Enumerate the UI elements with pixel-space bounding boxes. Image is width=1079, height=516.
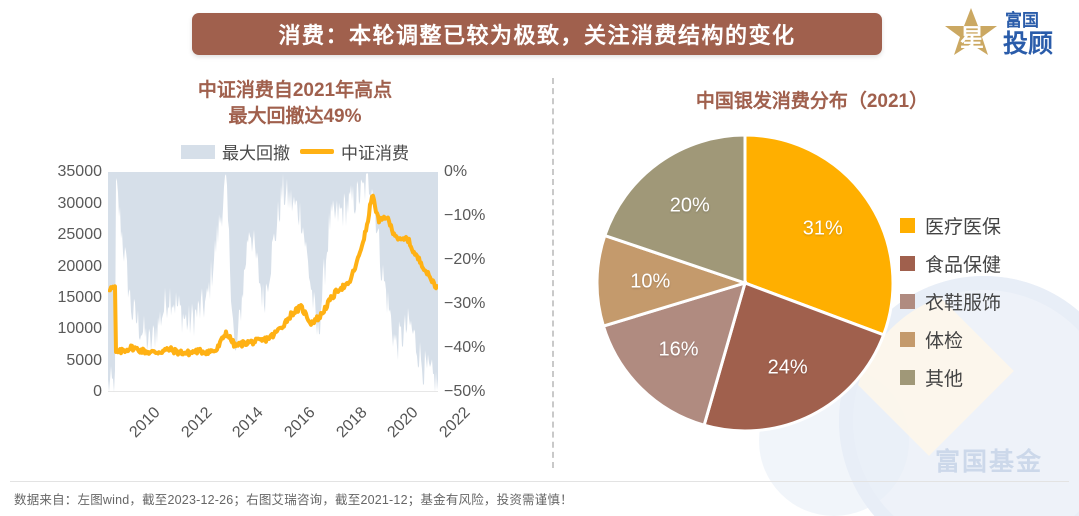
pie-legend-item[interactable]: 衣鞋服饰 xyxy=(900,288,1001,315)
y-right-tick: −20% xyxy=(444,251,486,269)
pie-legend-swatch xyxy=(900,370,915,385)
svg-text:星: 星 xyxy=(960,25,984,52)
left-chart-panel: 中证消费自2021年高点 最大回撤达49% 最大回撤 中证消费 35000 300… xyxy=(0,70,540,490)
svg-text:富国: 富国 xyxy=(1005,10,1039,30)
left-chart-legend: 最大回撤 中证消费 xyxy=(0,139,540,164)
pie-chart-svg xyxy=(595,133,895,433)
pie-legend-label: 衣鞋服饰 xyxy=(925,293,1002,314)
y-axis-right: 0% −10% −20% −30% −40% −50% xyxy=(444,163,514,400)
x-axis-tick: 2010 xyxy=(126,404,164,442)
x-axis-ticks: 2010 2012 2014 2016 2018 2020 2022 xyxy=(108,396,473,466)
index-line xyxy=(106,194,440,358)
pie-slice-label: 16% xyxy=(658,338,699,361)
x-axis-tick: 2022 xyxy=(436,404,474,442)
pie-slice[interactable] xyxy=(595,233,750,328)
x-axis-tick: 2016 xyxy=(281,404,319,442)
pie-slice-label: 31% xyxy=(802,217,843,240)
y-axis-left: 35000 30000 25000 20000 15000 10000 5000 0 xyxy=(10,163,103,400)
pie-legend-swatch xyxy=(900,218,915,233)
y-left-tick: 0 xyxy=(93,383,102,401)
pie-legend-item[interactable]: 医疗医保 xyxy=(900,212,1001,239)
y-left-tick: 10000 xyxy=(57,320,103,338)
y-right-tick: −30% xyxy=(444,295,486,313)
legend-item-index: 中证消费 xyxy=(300,139,409,164)
right-chart-title: 中国银发消费分布（2021） xyxy=(695,91,929,112)
pie-chart: 31% 24% 16% 10% 20% xyxy=(590,128,900,438)
footer-divider xyxy=(10,481,1069,482)
legend-item-drawdown: 最大回撤 xyxy=(181,139,290,164)
legend-label-drawdown: 最大回撤 xyxy=(222,144,290,164)
header-banner: 消费：本轮调整已较为极致，关注消费结构的变化 xyxy=(192,13,882,55)
brand-logo: 星 富国 投顾 xyxy=(945,4,1065,60)
x-axis-tick: 2012 xyxy=(178,404,216,442)
x-axis-tick: 2018 xyxy=(333,404,371,442)
y-right-tick: −10% xyxy=(444,207,486,225)
right-chart-panel: 中国银发消费分布（2021） 31% 24% 16% 10% 20% 医疗医保食品保健衣… xyxy=(565,70,1079,490)
page-title: 消费：本轮调整已较为极致，关注消费结构的变化 xyxy=(278,23,796,48)
x-axis-tick: 2020 xyxy=(384,404,422,442)
left-chart-plot: 35000 30000 25000 20000 15000 10000 5000 0 0% −1… xyxy=(0,163,540,472)
legend-swatch-drawdown xyxy=(181,144,215,159)
svg-text:投顾: 投顾 xyxy=(1003,29,1053,58)
pie-legend-label: 体检 xyxy=(925,331,964,352)
left-chart-title-line2: 最大回撤达49% xyxy=(228,105,362,127)
y-left-tick: 15000 xyxy=(57,288,103,306)
left-chart-title-line1: 中证消费自2021年高点 xyxy=(197,80,393,101)
y-right-tick: 0% xyxy=(444,163,468,181)
footer-source-note: 数据来自：左图wind，截至2023-12-26；右图艾瑞咨询，截至2021-1… xyxy=(14,493,573,507)
plot-area xyxy=(106,172,440,399)
pie-legend-label: 医疗医保 xyxy=(925,217,1002,238)
line-chart-svg xyxy=(106,172,440,399)
logo-star-icon: 星 富国 投顾 xyxy=(945,8,1053,58)
pie-chart-legend: 医疗医保食品保健衣鞋服饰体检其他 xyxy=(900,212,1001,402)
y-left-tick: 30000 xyxy=(57,194,103,212)
pie-legend-swatch xyxy=(900,332,915,347)
pie-legend-item[interactable]: 体检 xyxy=(900,326,1001,353)
pie-legend-label: 其他 xyxy=(925,369,964,390)
y-left-tick: 5000 xyxy=(66,351,102,369)
y-left-tick: 20000 xyxy=(57,257,103,275)
pie-slice[interactable] xyxy=(601,280,748,428)
pie-legend-item[interactable]: 食品保健 xyxy=(900,250,1001,277)
y-left-tick: 35000 xyxy=(57,163,103,181)
pie-slice[interactable] xyxy=(743,133,895,337)
pie-slice-label: 20% xyxy=(669,194,710,217)
pie-slice[interactable] xyxy=(702,281,886,433)
pie-legend-swatch xyxy=(900,256,915,271)
x-axis-tick: 2014 xyxy=(229,404,267,442)
legend-swatch-index xyxy=(300,149,334,155)
y-right-tick: −40% xyxy=(444,339,486,357)
panel-divider xyxy=(552,78,554,468)
pie-slice-label: 10% xyxy=(630,270,671,293)
pie-legend-item[interactable]: 其他 xyxy=(900,364,1001,391)
y-right-tick: −50% xyxy=(444,383,486,401)
watermark-text: 富国基金 xyxy=(934,448,1043,476)
pie-slice-label: 24% xyxy=(767,356,808,379)
y-left-tick: 25000 xyxy=(57,226,103,244)
legend-label-index: 中证消费 xyxy=(341,144,409,164)
pie-slice[interactable] xyxy=(602,133,747,286)
left-chart-title: 中证消费自2021年高点 最大回撤达49% xyxy=(0,78,540,129)
pie-legend-swatch xyxy=(900,294,915,309)
drawdown-area xyxy=(108,172,438,393)
pie-legend-label: 食品保健 xyxy=(925,255,1002,276)
